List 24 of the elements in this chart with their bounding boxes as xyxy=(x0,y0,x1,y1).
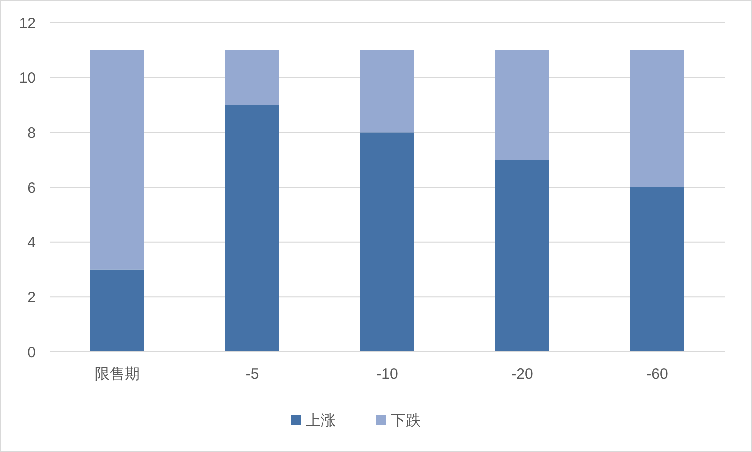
y-tick-label: 10 xyxy=(19,70,36,88)
bar xyxy=(630,50,684,188)
x-tick-label: 限售期 xyxy=(95,366,140,383)
bar xyxy=(226,50,280,106)
bar xyxy=(630,188,684,352)
y-tick-label: 12 xyxy=(19,15,36,32)
y-tick-label: 6 xyxy=(28,180,36,197)
y-tick-label: 2 xyxy=(28,289,36,306)
x-tick-label: -10 xyxy=(376,366,398,383)
x-tick-label: -20 xyxy=(512,366,534,383)
bar xyxy=(226,105,280,352)
bar xyxy=(360,50,414,133)
legend-label: 上涨 xyxy=(306,412,336,430)
bar xyxy=(90,270,144,352)
y-tick-label: 4 xyxy=(28,234,36,252)
legend-label: 下跌 xyxy=(391,412,421,430)
bar xyxy=(90,50,144,270)
x-tick-label: -60 xyxy=(646,366,668,383)
bar xyxy=(496,160,550,352)
x-tick-label: -5 xyxy=(246,366,260,383)
y-tick-label: 8 xyxy=(28,124,36,142)
bar xyxy=(496,50,550,160)
y-tick-label: 0 xyxy=(28,344,36,362)
bar xyxy=(360,132,414,352)
